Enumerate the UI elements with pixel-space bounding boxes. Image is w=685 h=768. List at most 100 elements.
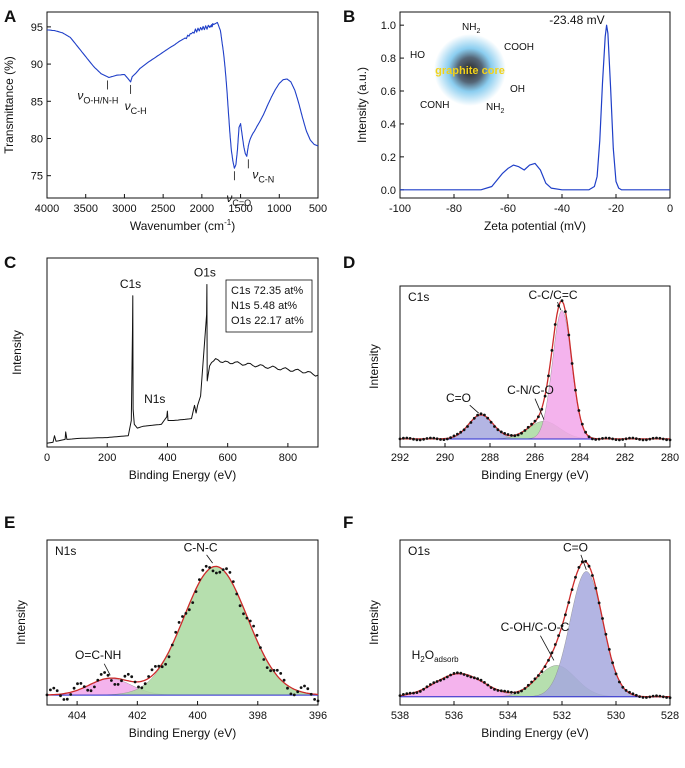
functional-group-label: NH2 — [486, 102, 504, 115]
data-point — [584, 559, 587, 563]
data-point — [405, 692, 409, 695]
y-axis-label: Transmittance (%) — [2, 56, 16, 154]
data-point — [245, 616, 249, 620]
data-points — [45, 564, 320, 703]
panel-letter-f: F — [343, 513, 353, 532]
data-point — [418, 438, 422, 442]
data-point — [402, 436, 405, 440]
data-point — [435, 437, 439, 441]
data-point — [523, 687, 527, 690]
peak-label-tail: O — [425, 648, 434, 662]
data-point — [560, 299, 564, 303]
x-tick-label: 292 — [391, 452, 409, 464]
y-tick-label: 95 — [31, 22, 43, 34]
legend-line: C1s 72.35 at% — [231, 285, 303, 297]
data-point — [476, 413, 479, 417]
x-tick-label: 600 — [218, 452, 236, 464]
data-point — [422, 437, 425, 441]
data-point — [634, 693, 638, 697]
data-point — [533, 419, 537, 423]
y-tick-label: 85 — [31, 96, 43, 108]
data-point — [177, 621, 181, 624]
component-fill-cccc — [400, 309, 670, 440]
x-axis-label: Zeta potential (mV) — [484, 219, 586, 233]
data-point — [157, 664, 161, 668]
peak-label-sub: 2 — [420, 655, 425, 664]
data-point — [429, 683, 432, 686]
data-point — [429, 436, 432, 440]
data-point — [449, 436, 452, 439]
data-point — [486, 683, 490, 687]
plot-frame — [46, 11, 319, 199]
x-tick-label: 284 — [571, 452, 589, 464]
data-point — [442, 438, 446, 441]
x-tick-label: 282 — [616, 452, 634, 464]
panel-d-c1s-chart: 292 290 288 286 284 282 280 Binding Energy (eV)… — [367, 285, 679, 482]
x-tick-label: -60 — [500, 203, 516, 215]
x-tick-label: 3000 — [112, 203, 136, 215]
annotation-sub: C=O — [232, 198, 251, 208]
data-point — [648, 695, 652, 699]
data-points — [398, 299, 672, 442]
data-point — [553, 323, 557, 326]
x-tick-label: 400 — [188, 710, 206, 722]
data-point — [425, 437, 429, 440]
data-point — [611, 661, 614, 665]
data-point — [79, 682, 83, 685]
data-point — [604, 632, 608, 636]
data-point — [577, 409, 581, 412]
functional-group-label: NH2 — [462, 22, 480, 35]
data-point — [489, 420, 493, 424]
x-tick-label: 200 — [98, 452, 116, 464]
y-tick-label: 75 — [31, 171, 43, 183]
annotation-sub: O-H/N-H — [83, 95, 118, 105]
y-axis-label: Intensity — [367, 344, 381, 389]
data-point — [160, 665, 164, 669]
data-point — [289, 692, 293, 696]
graphite-core-glow — [434, 34, 506, 106]
data-point — [174, 630, 178, 634]
data-point — [530, 680, 533, 684]
data-point — [231, 580, 235, 583]
data-point — [472, 676, 476, 680]
x-tick-label: 800 — [279, 452, 297, 464]
data-point — [580, 422, 584, 426]
data-point — [621, 438, 625, 441]
data-point — [614, 672, 618, 676]
annotation-sub: C-H — [131, 106, 147, 116]
data-point — [164, 662, 168, 666]
data-point — [120, 679, 123, 683]
data-point — [665, 438, 668, 442]
annotation-ch: νC-H — [125, 99, 147, 116]
y-axis-label: Intensity — [367, 600, 381, 645]
data-point — [309, 692, 313, 696]
data-point — [292, 693, 296, 697]
x-tick-label: 1500 — [228, 203, 252, 215]
data-point — [306, 687, 310, 691]
panel-c-survey-chart: 0 200 400 600 800 Binding Energy (eV) Intensit… — [10, 257, 319, 482]
peak-label-cnc: C-N-C — [184, 541, 218, 555]
data-point — [412, 437, 415, 441]
data-point — [275, 668, 279, 672]
data-point — [412, 691, 415, 695]
x-tick-label: -80 — [446, 203, 462, 215]
data-point — [624, 437, 628, 441]
data-point — [113, 683, 117, 686]
data-point — [218, 570, 222, 574]
data-point — [103, 671, 106, 674]
data-point — [167, 655, 171, 659]
functional-group-label: OH — [510, 84, 525, 95]
data-point — [513, 434, 517, 438]
data-point — [638, 438, 641, 441]
data-point — [520, 689, 523, 693]
data-point — [137, 685, 140, 689]
x-tick-label: 530 — [607, 710, 625, 722]
x-tick-label: 288 — [481, 452, 499, 464]
data-point — [184, 612, 188, 615]
data-point — [560, 624, 564, 628]
x-axis-label: Binding Energy (eV) — [129, 468, 236, 482]
data-point — [439, 438, 442, 441]
data-point — [154, 665, 157, 668]
x-tick-label: 396 — [309, 710, 327, 722]
